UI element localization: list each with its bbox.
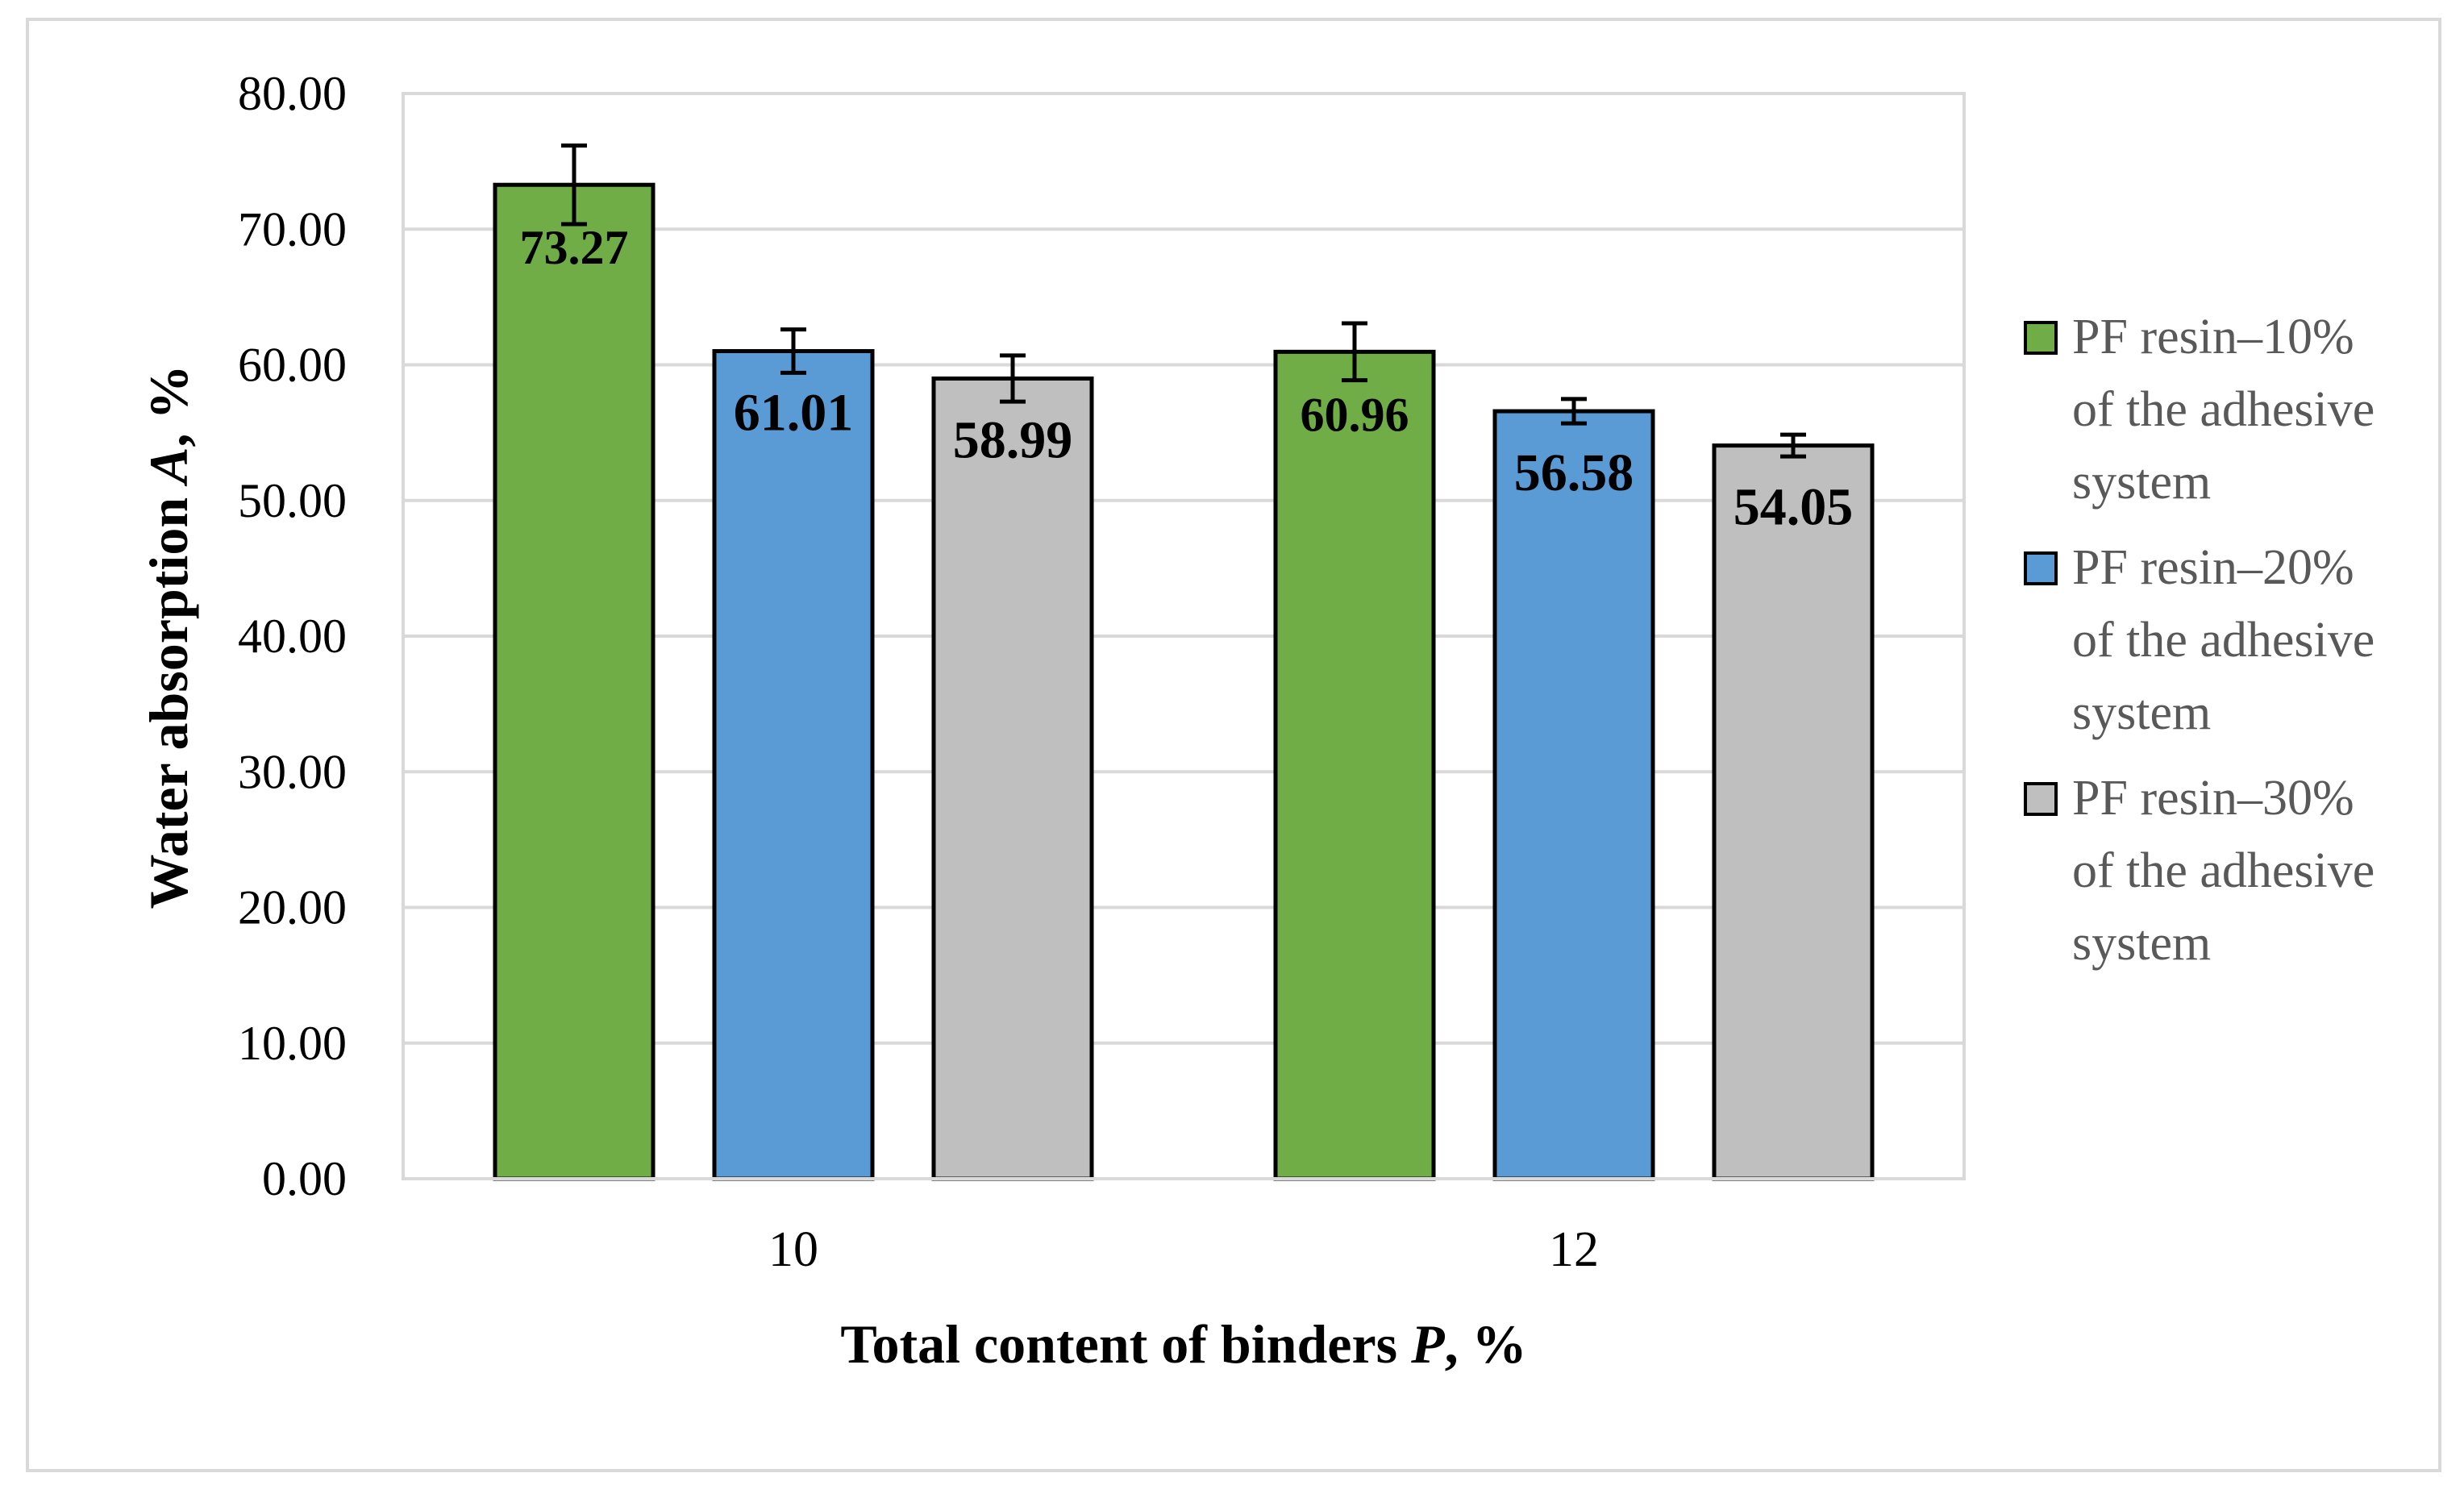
legend-label: system <box>2072 916 2211 971</box>
y-tick-label: 80.00 <box>238 67 347 120</box>
legend-label: PF resin–20% <box>2072 540 2354 595</box>
y-tick-label: 60.00 <box>238 339 347 392</box>
bar <box>1492 409 1655 1181</box>
bar <box>493 182 656 1181</box>
legend-label: system <box>2072 685 2211 740</box>
y-tick-label: 0.00 <box>262 1152 347 1205</box>
legend-label: system <box>2072 455 2211 510</box>
axes: 0.00 10.00 20.00 30.00 40.00 50.00 60.00 70.00 8… <box>138 67 1964 1375</box>
bar <box>1273 349 1436 1181</box>
legend-swatch <box>2024 321 2058 355</box>
data-label: 61.01 <box>734 384 854 443</box>
legend-label: of the adhesive <box>2072 843 2375 898</box>
legend-swatch <box>2024 782 2058 816</box>
bars: 73.27 61.01 58.99 60.96 56.58 54.05 <box>493 143 1875 1181</box>
y-tick-label: 50.00 <box>238 474 347 527</box>
bar <box>931 376 1094 1181</box>
gridlines <box>403 227 1964 1045</box>
legend-label: PF resin–10% <box>2072 310 2354 364</box>
data-label: 54.05 <box>1734 478 1854 537</box>
y-tick-label: 70.00 <box>238 202 347 256</box>
y-tick-label: 40.00 <box>238 610 347 663</box>
chart-frame <box>26 18 2441 1472</box>
x-tick-label: 10 <box>768 1222 818 1277</box>
legend-label: of the adhesive <box>2072 613 2375 668</box>
y-tick-label: 20.00 <box>238 881 347 934</box>
data-label: 73.27 <box>520 221 629 274</box>
x-tick-label: 12 <box>1549 1222 1599 1277</box>
data-label: 58.99 <box>953 410 1073 469</box>
data-label: 56.58 <box>1514 443 1634 502</box>
y-tick-label: 30.00 <box>238 745 347 798</box>
legend-label: PF resin–30% <box>2072 771 2354 826</box>
bar <box>1712 443 1875 1181</box>
legend-swatch <box>2024 551 2058 585</box>
legend-label: of the adhesive <box>2072 382 2375 437</box>
x-axis-title: Total content of binders P, % <box>840 1313 1526 1375</box>
data-label: 60.96 <box>1301 388 1409 441</box>
y-axis-title: Water absorption A, % <box>138 364 199 909</box>
legend: PF resin–10% of the adhesive system PF resi… <box>2024 310 2375 971</box>
bar <box>712 349 875 1181</box>
y-tick-label: 10.00 <box>238 1017 347 1070</box>
